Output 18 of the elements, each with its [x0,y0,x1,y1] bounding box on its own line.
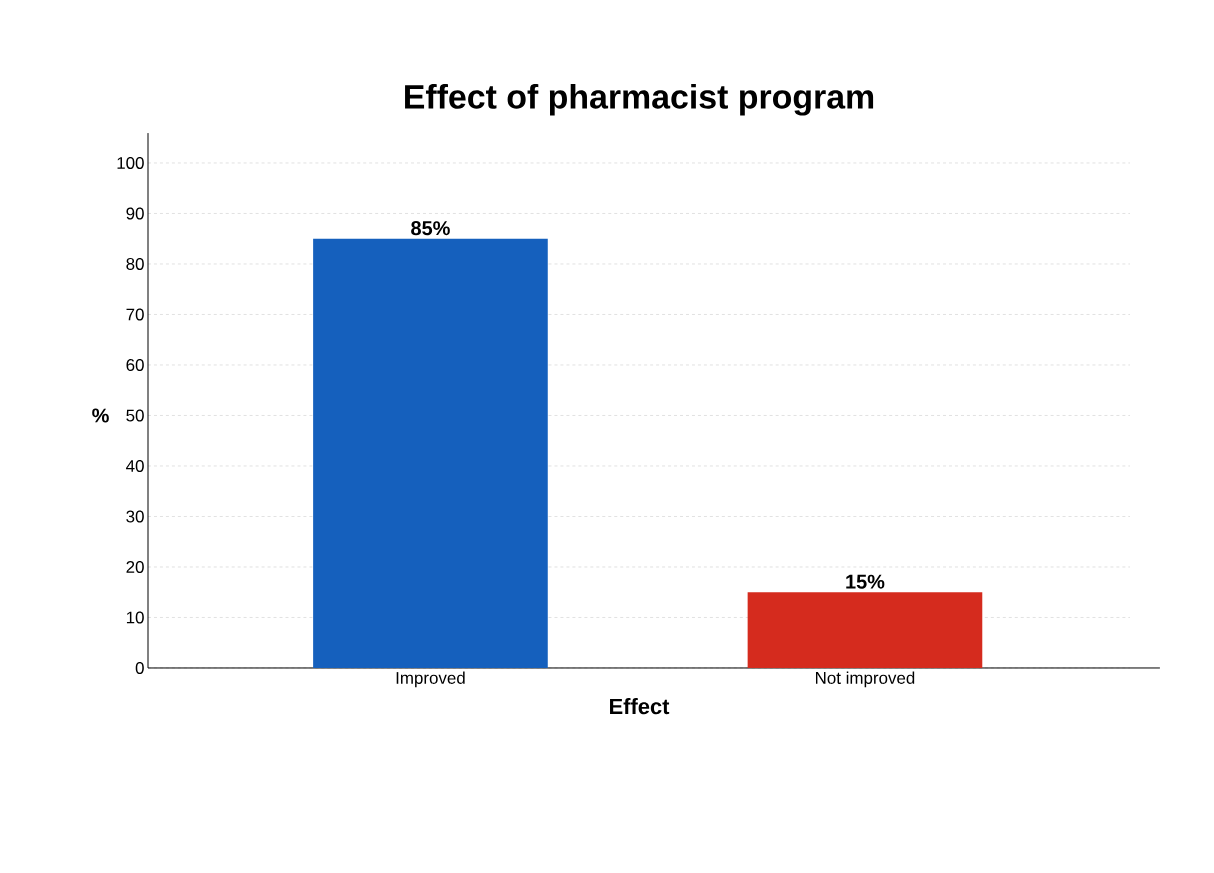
x-tick-label: Improved [396,671,465,688]
y-tick-label: 60 [126,358,144,371]
y-tick-label: 70 [126,308,144,321]
y-tick-label: 20 [126,560,144,573]
y-axis-title: % [92,408,109,423]
chart-title: Effect of pharmacist program [405,83,874,116]
x-tick-label: Not improved [815,671,915,688]
y-tick-label: 30 [126,510,144,523]
data-label: 85% [411,221,450,236]
y-tick-label: 100 [117,156,144,169]
y-tick-label: 90 [126,207,144,220]
y-tick-label: 0 [135,661,144,674]
y-tick-label: 80 [126,257,144,270]
y-tick-label: 40 [126,459,144,472]
x-axis-title: Effect [610,698,670,715]
y-tick-label: 50 [126,409,144,422]
data-label: 15% [846,574,885,589]
y-tick-label: 10 [126,611,144,624]
